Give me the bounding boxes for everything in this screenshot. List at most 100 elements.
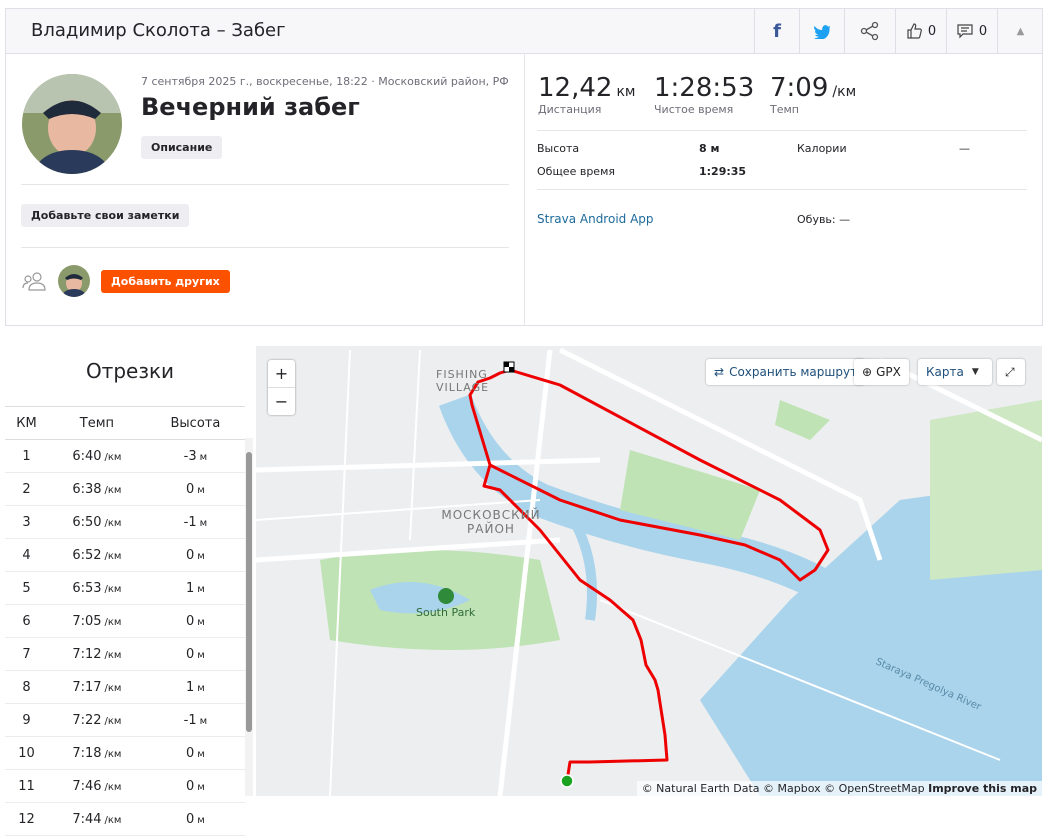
split-km: 10	[5, 736, 48, 770]
zoom-out[interactable]: −	[274, 392, 289, 411]
gpx-button[interactable]: ⊕ GPX	[854, 359, 909, 385]
share-button[interactable]	[844, 9, 895, 53]
stat-label: Высота	[537, 142, 580, 155]
split-km: 8	[5, 670, 48, 704]
split-row: 4 6:52/км 0 м	[5, 538, 245, 572]
split-row: 9 7:22/км -1 м	[5, 703, 245, 737]
split-elevation: -1 м	[145, 505, 245, 539]
pace-unit: /км	[104, 682, 122, 694]
elevation-value: -1	[183, 514, 197, 530]
activity-name: Вечерний забег	[141, 93, 360, 121]
split-pace: 7:18/км	[47, 736, 146, 770]
map-label: South Park	[416, 606, 476, 619]
collapse-button[interactable]: ▲	[997, 9, 1043, 53]
elevation-value: -3	[183, 448, 197, 464]
elevation-value: -1	[183, 712, 197, 728]
split-elevation: -1 м	[145, 703, 245, 737]
fullscreen-button[interactable]: ⤢	[997, 359, 1025, 385]
stat-label: Чистое время	[654, 103, 734, 116]
pace-value: 7:22	[72, 712, 102, 728]
split-km: 7	[5, 637, 48, 671]
pace-unit: /км	[104, 484, 122, 496]
facebook-button[interactable]: f	[754, 9, 799, 53]
notes-button[interactable]: Добавьте свои заметки	[21, 204, 190, 227]
pace-value: 7:12	[72, 646, 102, 662]
split-pace: 6:40/км	[47, 439, 146, 473]
split-row: 1 6:40/км -3 м	[5, 439, 245, 473]
stat-label: Дистанция	[538, 103, 602, 116]
kudos-count: 0	[927, 23, 937, 39]
attribution-text: © Natural Earth Data © Mapbox © OpenStre…	[641, 782, 925, 795]
stat-label: Калории	[797, 142, 847, 155]
split-elevation: -3 м	[145, 439, 245, 473]
pace-value: 7:18	[72, 745, 102, 761]
elevation-value: 0	[186, 745, 195, 761]
separator	[21, 184, 509, 185]
pace-unit: /км	[104, 616, 122, 628]
elevation-value: 0	[186, 613, 195, 629]
twitter-button[interactable]	[799, 9, 844, 53]
zoom-in[interactable]: +	[268, 360, 295, 388]
pace-unit: /км	[104, 649, 122, 661]
map[interactable]: FISHING VILLAGE МОСКОВСКИЙ РАЙОН South P…	[256, 346, 1042, 796]
elevation-unit: м	[197, 682, 205, 694]
elevation-value: 0	[186, 646, 195, 662]
pace-value: 6:52	[72, 547, 102, 563]
split-pace: 7:17/км	[47, 670, 146, 704]
kudos-button[interactable]: 0	[895, 9, 946, 53]
pace-unit: /км	[104, 517, 122, 529]
stat-unit: /км	[832, 84, 857, 100]
card-header: Владимир Сколота – Забег f 0 0 ▲	[6, 9, 1042, 54]
elevation-value: 1	[186, 580, 195, 596]
split-km: 1	[5, 439, 48, 473]
description-button[interactable]: Описание	[141, 136, 223, 159]
split-pace: 7:05/км	[47, 604, 146, 638]
pace-value: 7:05	[72, 613, 102, 629]
avatar	[22, 74, 122, 174]
split-row: 8 7:17/км 1 м	[5, 670, 245, 704]
participant-avatar	[58, 265, 90, 297]
elevation-unit: м	[199, 451, 208, 463]
save-route-button[interactable]: ⇄ Сохранить маршрут	[706, 359, 866, 385]
split-km: 12	[5, 802, 48, 836]
pace-unit: /км	[104, 451, 122, 463]
splits-table: КМ Темп Высота 1 6:40/км -3 м 2 6:38/км 0 м 3 6:50/…	[5, 406, 245, 836]
splits-panel: Отрезки КМ Темп Высота 1 6:40/км -3 м 2 6:38/км…	[5, 346, 255, 836]
column-header: Высота	[145, 406, 245, 440]
comments-button[interactable]: 0	[946, 9, 997, 53]
map-type-button[interactable]: Карта ▼	[918, 359, 992, 385]
stat-value: 8 м	[699, 142, 720, 155]
pace-unit: /км	[104, 781, 122, 793]
elevation-value: 0	[186, 481, 195, 497]
elevation-unit: м	[197, 616, 205, 628]
stat-value-line: 12,42 км	[538, 73, 635, 103]
split-km: 9	[5, 703, 48, 737]
split-row: 7 7:12/км 0 м	[5, 637, 245, 671]
elevation-unit: м	[197, 649, 205, 661]
add-others-button[interactable]: Добавить других	[101, 270, 230, 293]
activity-date: 7 сентября 2025 г., воскресенье, 18:22 ·…	[141, 75, 509, 88]
split-pace: 7:44/км	[47, 802, 146, 836]
elevation-value: 0	[186, 811, 195, 827]
gpx-label: GPX	[876, 365, 901, 379]
activity-card: Владимир Сколота – Забег f 0 0 ▲ 7 сентя…	[5, 8, 1043, 326]
device-link[interactable]: Strava Android App	[537, 212, 654, 226]
map-canvas	[256, 346, 1042, 796]
pace-unit: /км	[104, 583, 122, 595]
improve-link[interactable]: Improve this map	[928, 782, 1037, 795]
pace-value: 6:40	[72, 448, 102, 464]
scrollbar	[245, 438, 253, 796]
primary-stat: 7:09/км Темп	[770, 73, 856, 116]
elevation-unit: м	[199, 715, 208, 727]
splits-header: КМ Темп Высота	[5, 406, 245, 440]
elevation-value: 0	[186, 547, 195, 563]
pace-unit: /км	[104, 748, 122, 760]
stat-value: 1:28:53	[654, 73, 755, 103]
split-row: 6 7:05/км 0 м	[5, 604, 245, 638]
pace-value: 7:17	[72, 679, 102, 695]
stat-value: 7:09	[770, 73, 829, 103]
stat-value-line: 1:28:53	[654, 73, 754, 103]
elevation-unit: м	[197, 748, 205, 760]
